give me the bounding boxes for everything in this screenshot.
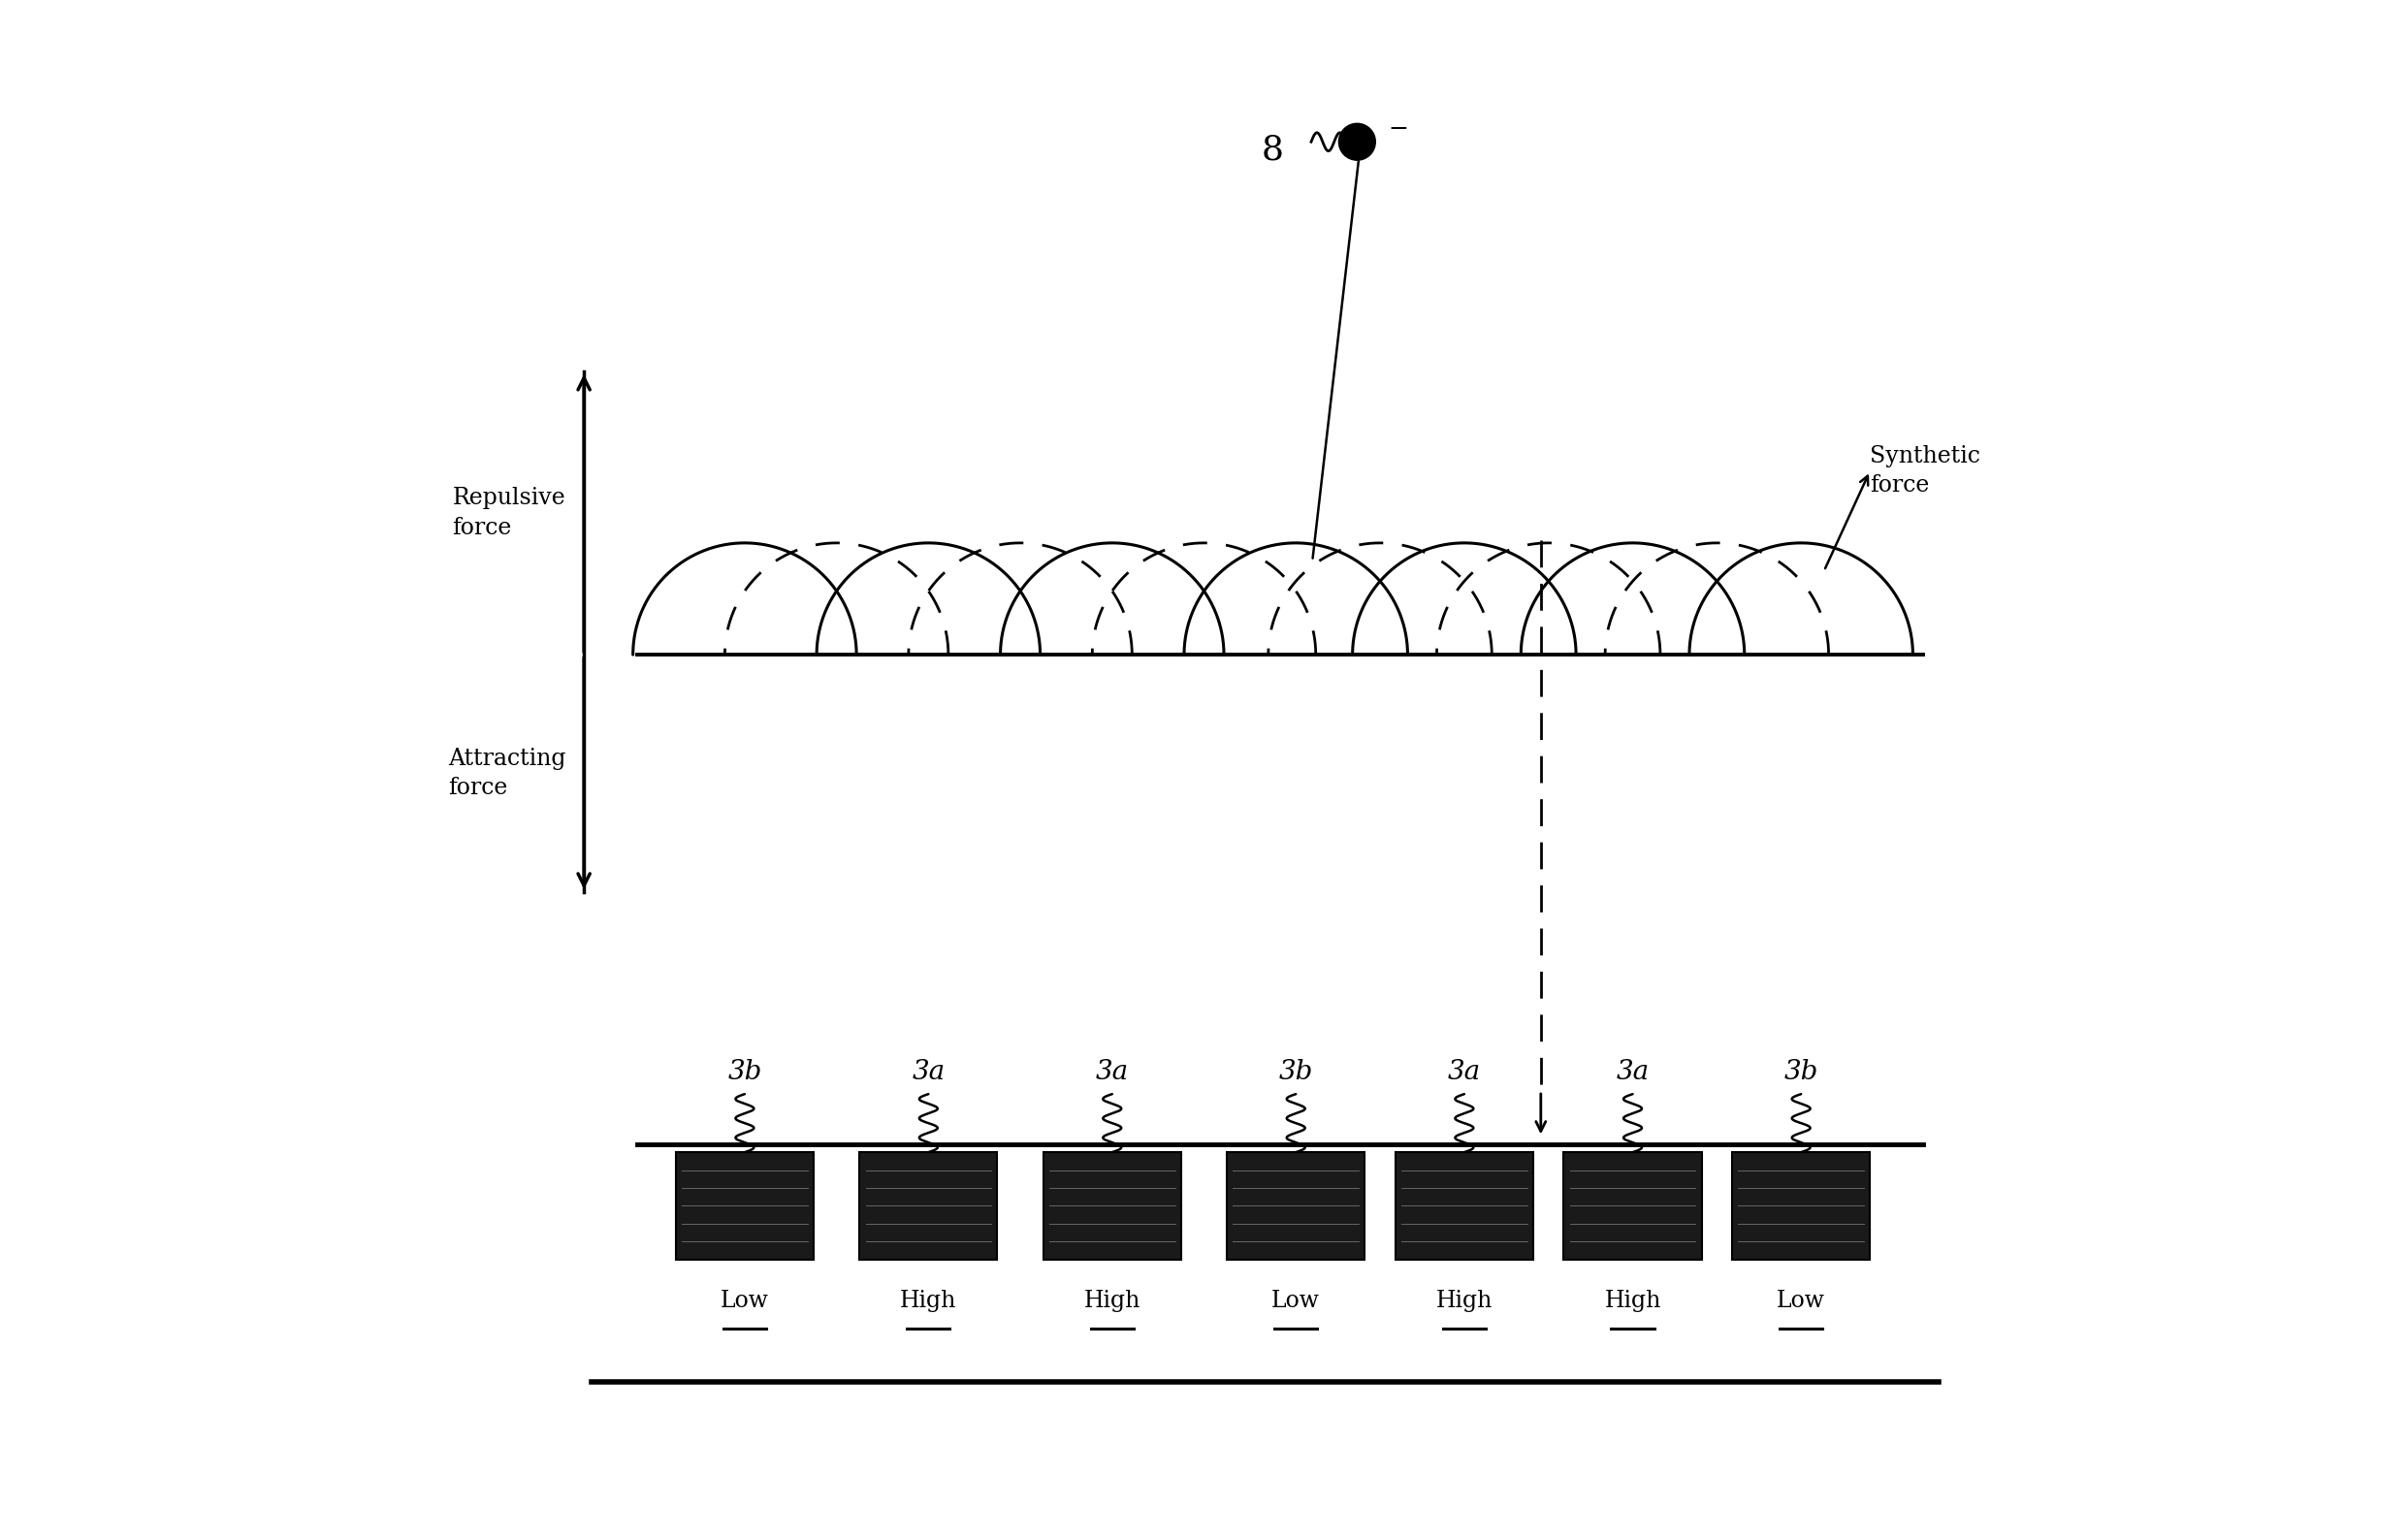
Text: 3a: 3a: [1447, 1059, 1481, 1085]
Text: 8: 8: [1262, 132, 1283, 166]
Bar: [1731, 1153, 1871, 1259]
Text: 3b: 3b: [727, 1059, 761, 1085]
Text: Attracting
force: Attracting force: [448, 748, 566, 799]
Text: 3a: 3a: [1096, 1059, 1129, 1085]
Text: 3a: 3a: [913, 1059, 944, 1085]
Text: Synthetic
force: Synthetic force: [1871, 445, 1979, 497]
Text: High: High: [1435, 1290, 1493, 1313]
Text: Low: Low: [1777, 1290, 1825, 1313]
Text: High: High: [1604, 1290, 1662, 1313]
Circle shape: [1339, 123, 1375, 160]
Text: Repulsive
force: Repulsive force: [453, 488, 566, 539]
Text: 3b: 3b: [1279, 1059, 1312, 1085]
Text: −: −: [1387, 119, 1409, 140]
Text: 3b: 3b: [1784, 1059, 1818, 1085]
Text: High: High: [1084, 1290, 1141, 1313]
Bar: [860, 1153, 997, 1259]
Bar: [1394, 1153, 1534, 1259]
Text: High: High: [901, 1290, 956, 1313]
Text: 3a: 3a: [1616, 1059, 1649, 1085]
Text: Low: Low: [1271, 1290, 1320, 1313]
Bar: [1563, 1153, 1702, 1259]
Text: Low: Low: [720, 1290, 768, 1313]
Bar: [677, 1153, 814, 1259]
Bar: [1228, 1153, 1365, 1259]
Bar: [1043, 1153, 1180, 1259]
